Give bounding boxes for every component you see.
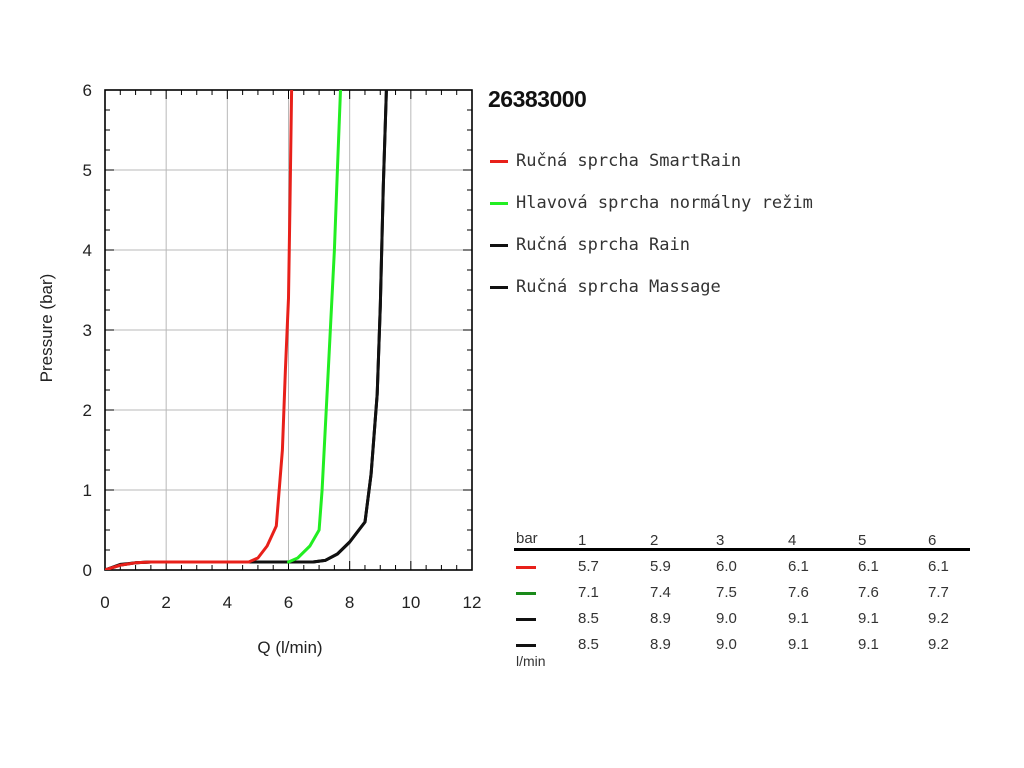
table-cell: 5.9 <box>650 558 671 575</box>
table-cell: 9.1 <box>858 636 879 653</box>
x-axis-label: Q (l/min) <box>257 638 323 657</box>
x-tick-label: 6 <box>284 593 293 612</box>
series-line <box>287 90 342 564</box>
legend-label: Hlavová sprcha normálny režim <box>516 193 813 213</box>
flow-table: bar l/min 1 2 3 4 5 6 5.7 5.9 6.0 6.1 6.1 6.1 7.1 7.4… <box>514 530 970 670</box>
table-cell: 9.1 <box>788 610 809 627</box>
y-axis-label: Pressure (bar) <box>37 273 56 383</box>
legend-label: Ručná sprcha SmartRain <box>516 151 742 171</box>
table-pressure-header: 3 <box>716 532 725 549</box>
x-tick-label: 4 <box>223 593 232 612</box>
y-tick-label: 5 <box>83 161 92 180</box>
table-row-swatch <box>516 566 536 569</box>
table-cell: 7.4 <box>650 584 671 601</box>
legend-swatch <box>490 285 508 289</box>
table-cell: 9.2 <box>928 610 949 627</box>
table-cell: 6.1 <box>858 558 879 575</box>
y-tick-label: 2 <box>83 401 92 420</box>
table-cell: 8.5 <box>578 610 599 627</box>
table-cell: 6.0 <box>716 558 737 575</box>
x-tick-label: 10 <box>401 593 420 612</box>
x-tick-label: 0 <box>100 593 109 612</box>
legend-label: Ručná sprcha Rain <box>516 235 690 255</box>
table-cell: 9.1 <box>788 636 809 653</box>
table-cell: 9.1 <box>858 610 879 627</box>
table-row-swatch <box>516 618 536 621</box>
legend-item: Hlavová sprcha normálny režim <box>490 182 813 224</box>
table-cell: 8.5 <box>578 636 599 653</box>
series-line <box>105 90 294 570</box>
legend-item: Ručná sprcha SmartRain <box>490 140 813 182</box>
table-header-label: bar <box>516 530 538 547</box>
table-row-swatch <box>516 644 536 647</box>
x-tick-label: 12 <box>463 593 482 612</box>
table-row-swatch <box>516 592 536 595</box>
legend-item: Ručná sprcha Massage <box>490 266 813 308</box>
table-rule <box>514 548 970 551</box>
plot-frame <box>104 89 473 571</box>
table-unit-label: l/min <box>516 653 546 669</box>
table-pressure-header: 4 <box>788 532 797 549</box>
table-pressure-header: 5 <box>858 532 867 549</box>
table-cell: 7.6 <box>858 584 879 601</box>
table-pressure-header: 1 <box>578 532 587 549</box>
table-cell: 7.6 <box>788 584 809 601</box>
y-tick-label: 1 <box>83 481 92 500</box>
y-tick-label: 4 <box>83 241 92 260</box>
table-cell: 9.2 <box>928 636 949 653</box>
x-tick-label: 2 <box>161 593 170 612</box>
y-tick-label: 3 <box>83 321 92 340</box>
table-cell: 8.9 <box>650 610 671 627</box>
table-pressure-header: 6 <box>928 532 937 549</box>
chart-title: 26383000 <box>488 86 587 112</box>
legend: Ručná sprcha SmartRain Hlavová sprcha no… <box>490 140 813 308</box>
table-cell: 5.7 <box>578 558 599 575</box>
table-pressure-header: 2 <box>650 532 659 549</box>
y-tick-label: 6 <box>83 81 92 100</box>
legend-swatch <box>490 201 508 205</box>
legend-label: Ručná sprcha Massage <box>516 277 721 297</box>
table-cell: 9.0 <box>716 610 737 627</box>
table-cell: 6.1 <box>928 558 949 575</box>
x-tick-label: 8 <box>345 593 354 612</box>
table-cell: 9.0 <box>716 636 737 653</box>
y-tick-label: 0 <box>83 561 92 580</box>
legend-swatch <box>490 243 508 247</box>
table-cell: 8.9 <box>650 636 671 653</box>
table-cell: 6.1 <box>788 558 809 575</box>
table-cell: 7.5 <box>716 584 737 601</box>
legend-item: Ručná sprcha Rain <box>490 224 813 266</box>
table-cell: 7.1 <box>578 584 599 601</box>
table-cell: 7.7 <box>928 584 949 601</box>
legend-swatch <box>490 159 508 163</box>
